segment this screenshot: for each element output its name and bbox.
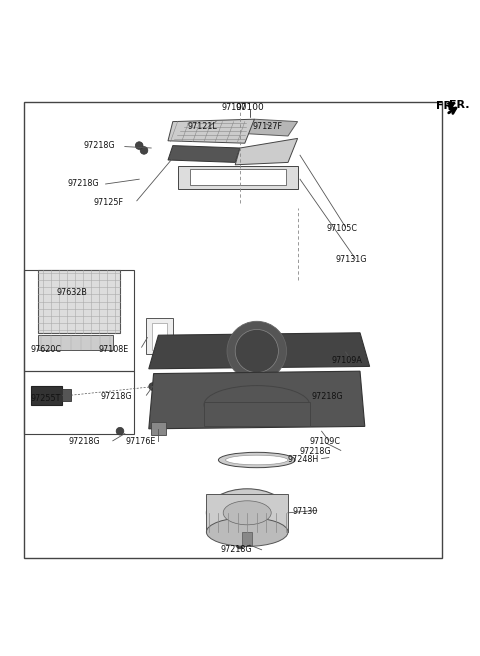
Circle shape [135, 142, 143, 150]
Circle shape [235, 329, 278, 373]
Text: 97100: 97100 [235, 103, 264, 112]
Bar [38, 335, 113, 350]
Text: 97620C: 97620C [30, 345, 61, 354]
Ellipse shape [204, 386, 310, 424]
Text: 97131G: 97131G [336, 255, 368, 264]
Polygon shape [168, 146, 240, 163]
Text: FR.: FR. [436, 101, 456, 111]
Text: 97176E: 97176E [126, 438, 156, 446]
Bar [152, 323, 167, 350]
Circle shape [227, 321, 287, 380]
Ellipse shape [206, 489, 288, 537]
Ellipse shape [223, 501, 271, 525]
Bar [178, 166, 298, 189]
Text: FR.: FR. [449, 100, 469, 110]
Text: 97125F: 97125F [94, 197, 124, 207]
Text: 97632B: 97632B [57, 289, 87, 297]
Circle shape [299, 382, 306, 390]
Text: 97100: 97100 [222, 103, 247, 112]
Text: 97127F: 97127F [253, 122, 283, 131]
Circle shape [140, 146, 148, 154]
Bar [24, 371, 134, 434]
Circle shape [149, 382, 156, 390]
Polygon shape [235, 138, 298, 165]
Polygon shape [168, 119, 254, 143]
Text: 97218G: 97218G [84, 141, 116, 150]
Text: 97121L: 97121L [187, 122, 217, 131]
Bar [24, 270, 134, 371]
Bar [204, 402, 310, 426]
Polygon shape [149, 333, 370, 369]
Bar [190, 169, 286, 186]
Bar [38, 270, 120, 333]
Text: 97109A: 97109A [331, 356, 362, 365]
Bar [24, 102, 442, 558]
Text: 97255T: 97255T [30, 394, 60, 403]
Circle shape [116, 427, 124, 435]
Text: 97105C: 97105C [326, 224, 358, 233]
Ellipse shape [226, 455, 288, 465]
Ellipse shape [206, 518, 288, 546]
Text: 97218G: 97218G [67, 180, 99, 188]
Text: 97248H: 97248H [288, 455, 319, 464]
Ellipse shape [218, 453, 295, 468]
Text: 97218G: 97218G [101, 392, 132, 401]
FancyArrowPatch shape [448, 103, 454, 108]
Text: 97218G: 97218G [69, 438, 100, 446]
Text: 97108E: 97108E [98, 345, 129, 354]
Text: 97130: 97130 [293, 507, 318, 516]
Text: 97218G: 97218G [312, 392, 344, 401]
Bar [206, 493, 288, 532]
Bar [62, 389, 71, 401]
Polygon shape [151, 422, 166, 434]
Polygon shape [149, 371, 365, 429]
Bar [146, 318, 173, 354]
Circle shape [236, 541, 244, 549]
Polygon shape [245, 119, 298, 136]
Text: 97109C: 97109C [310, 438, 341, 446]
Text: 97218G: 97218G [300, 447, 332, 456]
Bar [242, 532, 252, 546]
Bar [31, 386, 62, 405]
Text: 97218G: 97218G [221, 545, 252, 554]
